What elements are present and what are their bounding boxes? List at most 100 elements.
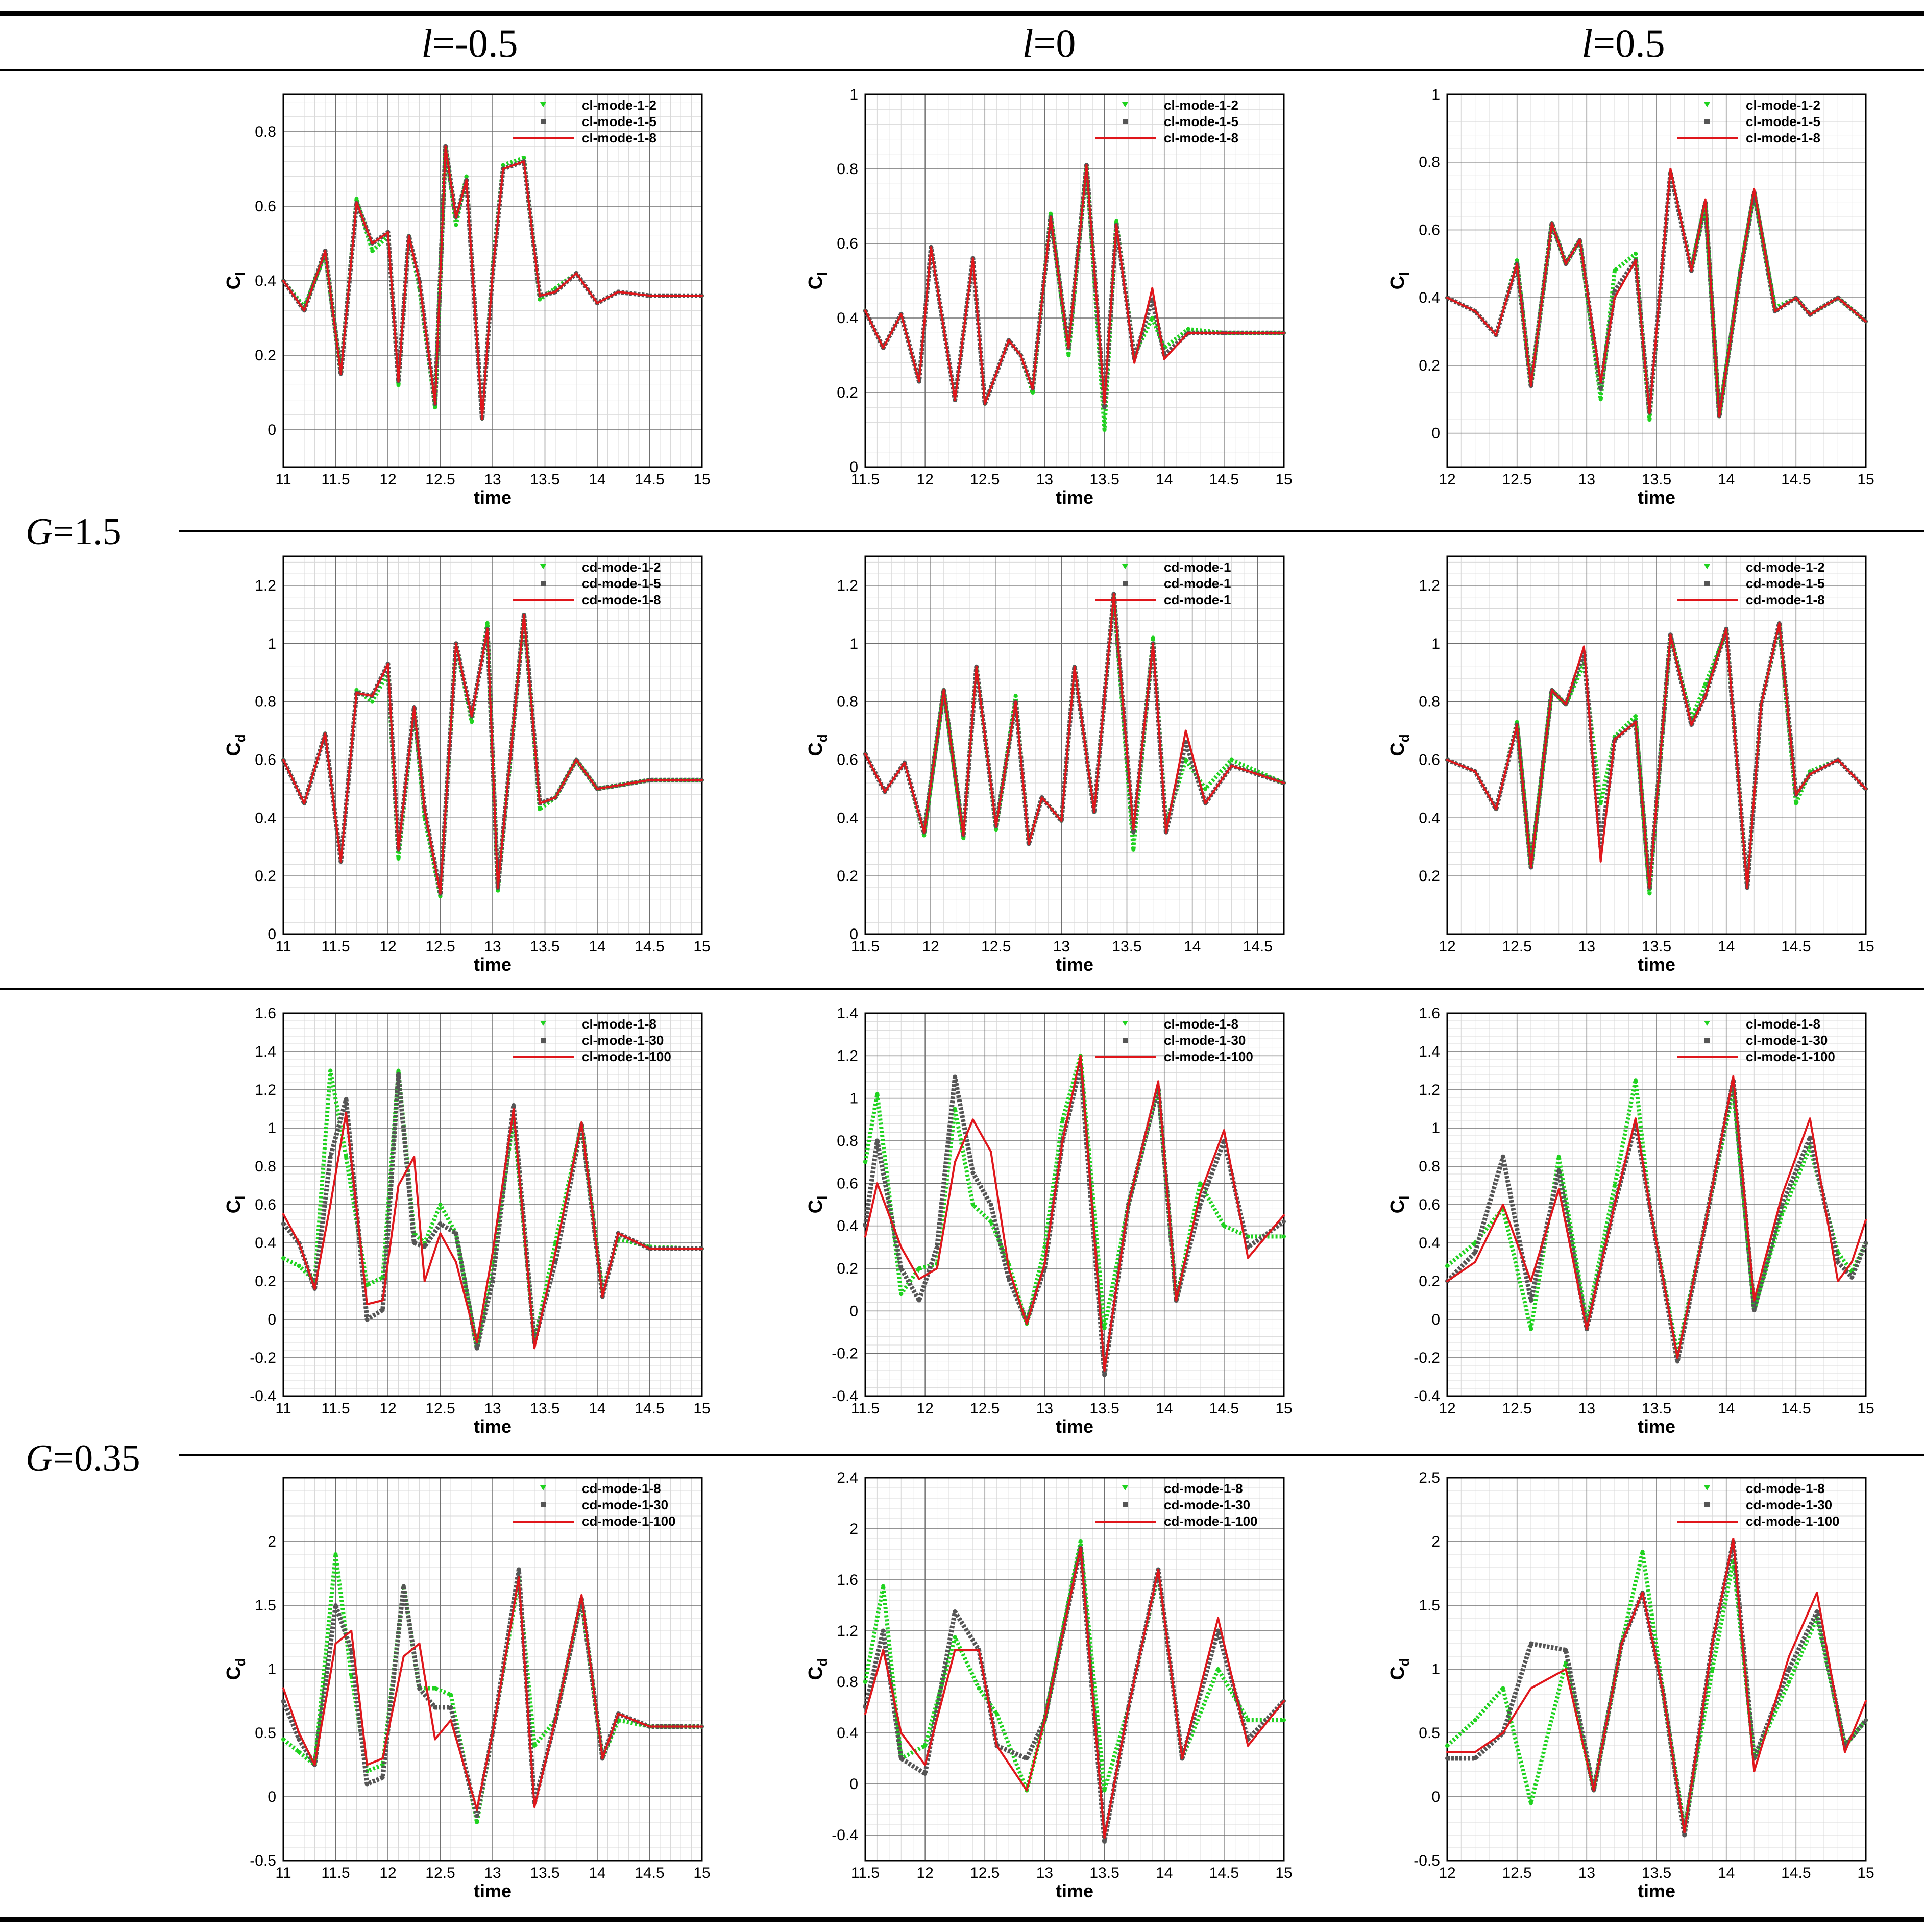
data-point: [423, 808, 426, 811]
data-point: [1676, 1357, 1678, 1359]
data-point: [455, 1261, 457, 1263]
data-point: [324, 732, 326, 735]
data-point: [1026, 1323, 1028, 1325]
plot-frame: [864, 1012, 1285, 1397]
data-point: [355, 692, 358, 694]
data-point: [449, 1705, 453, 1709]
chart-2: 11.5 12 12.5 13 13.5 14 14.5 15 0 0.2 0.4 0.6 0.8 1 ti…: [805, 86, 1293, 508]
y-tick-label: 1.4: [1419, 1043, 1440, 1060]
data-point: [954, 1161, 956, 1163]
data-point: [1446, 1280, 1448, 1282]
data-point: [989, 1219, 993, 1224]
data-point: [464, 174, 469, 179]
data-point: [864, 309, 866, 312]
data-point: [380, 1308, 385, 1312]
y-tick-label: 0: [267, 1311, 276, 1328]
data-point: [617, 290, 619, 293]
x-tick-label: 12.5: [970, 471, 1000, 488]
legend-label: cd-mode-1-100: [1164, 1513, 1258, 1529]
x-tick-label: 13.5: [1642, 1400, 1671, 1417]
data-point: [1473, 1756, 1477, 1760]
y-tick-label: 0.2: [837, 868, 858, 885]
x-tick-label: 14: [589, 1865, 605, 1881]
data-point: [366, 1764, 368, 1766]
data-point: [344, 1097, 348, 1102]
y-axis-label: Cd: [805, 734, 830, 756]
data-point: [433, 1705, 437, 1709]
data-point: [1495, 334, 1497, 336]
y-tick-label: 0.4: [1419, 289, 1440, 306]
legend-label: cd-mode-1-2: [582, 559, 661, 575]
data-point: [365, 1317, 369, 1322]
data-point: [1516, 724, 1518, 726]
data-point: [1013, 694, 1018, 698]
legend-label: cl-mode-1-30: [582, 1033, 664, 1048]
data-point: [370, 249, 375, 253]
y-tick-label: 1.2: [1419, 577, 1440, 594]
y-tick-label: 1.6: [1419, 1005, 1440, 1022]
y-tick-label: 0.2: [255, 1273, 276, 1290]
data-point: [899, 1266, 904, 1270]
x-tick-label: 15: [1275, 471, 1292, 488]
series-line: [282, 613, 702, 895]
data-point: [1217, 1617, 1220, 1619]
y-tick-label: 0.8: [1419, 694, 1440, 711]
y-tick-label: 1.2: [1419, 1082, 1440, 1098]
data-point: [554, 796, 556, 799]
data-point: [970, 1170, 975, 1175]
x-tick-label: 11: [275, 471, 291, 488]
data-point: [1816, 1592, 1818, 1594]
y-axis-label: Cd: [1387, 734, 1412, 756]
x-tick-label: 11.5: [851, 938, 880, 955]
data-point: [1151, 287, 1154, 289]
legend-label: cl-mode-1-8: [1164, 1016, 1238, 1032]
legend-label: cd-mode-1-30: [1746, 1497, 1832, 1512]
legend-label: cl-mode-1-2: [1164, 97, 1238, 113]
legend-label: cd-mode-1-8: [582, 1481, 661, 1496]
data-point: [1711, 1643, 1714, 1645]
y-tick-label: 2.4: [837, 1470, 858, 1486]
data-point: [539, 802, 541, 804]
data-point: [1283, 1700, 1285, 1702]
data-point: [1102, 405, 1107, 410]
legend-label: cd-mode-1: [1164, 576, 1231, 591]
data-point: [1598, 397, 1603, 402]
data-point: [481, 418, 483, 420]
series-line: [1446, 1075, 1867, 1359]
data-point: [648, 1248, 651, 1250]
data-point: [1690, 270, 1693, 272]
data-point: [1283, 782, 1285, 784]
x-tick-label: 14.5: [1781, 1400, 1811, 1417]
data-point: [1565, 1668, 1567, 1670]
data-point: [575, 272, 577, 275]
data-point: [1203, 787, 1208, 791]
y-tick-label: 1.2: [255, 1082, 276, 1098]
y-tick-label: 1: [267, 1661, 276, 1678]
x-tick-label: 15: [693, 938, 710, 955]
x-tick-label: 12: [1439, 471, 1455, 488]
y-tick-label: 0.8: [837, 161, 858, 178]
chart-3: 12 12.5 13 13.5 14 14.5 15 0 0.2 0.4 0.6 0.8 1 time Cl…: [1387, 86, 1874, 508]
data-point: [486, 628, 489, 630]
y-tick-label: 1: [849, 1090, 858, 1107]
legend-label: cd-mode-1: [1164, 559, 1231, 575]
y-axis-label-text: Cd: [1387, 1658, 1412, 1680]
data-point: [1634, 1078, 1638, 1083]
data-point: [1008, 339, 1010, 341]
data-point: [422, 1244, 427, 1249]
legend-swatch: [1704, 1038, 1710, 1043]
x-tick-label: 13.5: [1089, 1865, 1119, 1881]
data-point: [433, 1686, 437, 1691]
chart-1: 11 11.5 12 12.5 13 13.5 14 14.5 15 0 0.2 0.4 0.6 0.8 t…: [223, 93, 711, 508]
x-tick-label: 12.5: [425, 1400, 455, 1417]
legend-swatch: [541, 581, 546, 586]
data-point: [454, 223, 458, 227]
y-tick-label: -0.4: [832, 1388, 858, 1405]
y-tick-label: 0.8: [1419, 154, 1440, 171]
header-rule: [0, 69, 1924, 71]
data-point: [512, 1103, 516, 1107]
data-point: [1040, 796, 1043, 799]
data-point: [701, 1248, 703, 1250]
data-point: [517, 1568, 521, 1572]
legend-swatch: [540, 1021, 546, 1026]
